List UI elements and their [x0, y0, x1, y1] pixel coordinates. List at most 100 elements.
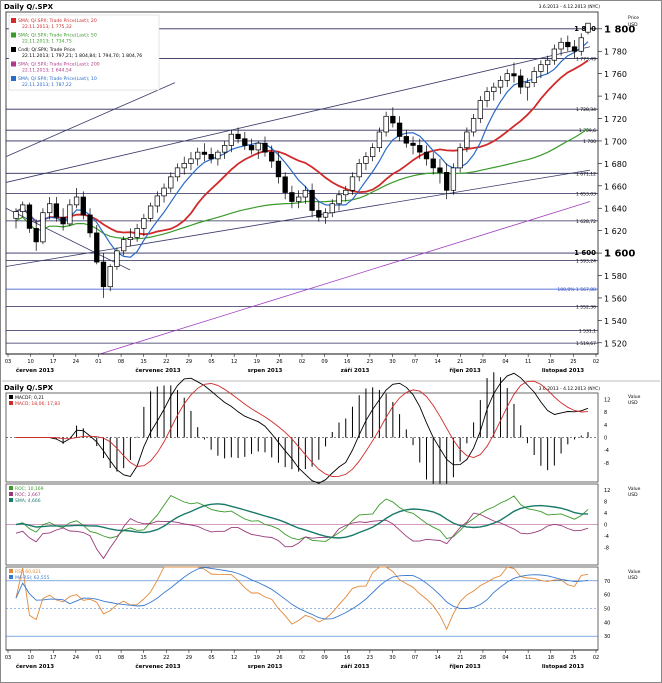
x-tick-label: 25 [570, 359, 576, 365]
x-tick-label: 05 [208, 359, 214, 365]
candle-body [201, 151, 208, 155]
level-label: 1 593,24 [576, 259, 596, 265]
x-tick-label-lower: 28 [480, 655, 486, 661]
candle-body [370, 147, 376, 157]
roc2-line [15, 512, 589, 560]
rsi-axis-label: 30 [604, 634, 610, 640]
price-tick-label: 1 600 [604, 249, 635, 260]
level-label: 1 653,03 [576, 192, 596, 198]
month-label-lower: srpen 2013 [248, 664, 283, 670]
candle-body [87, 214, 93, 234]
candle-body [470, 118, 477, 133]
usd-caption-roc: USD [628, 492, 638, 498]
candle-body [551, 48, 558, 61]
candle-body [33, 228, 39, 243]
x-tick-label: 07 [412, 359, 418, 365]
candle-body [282, 176, 288, 193]
x-tick-label-lower: 03 [5, 655, 11, 661]
level-label: 1 773,49 [576, 57, 596, 63]
x-tick-label-lower: 17 [50, 655, 56, 661]
x-tick-label: 11 [525, 359, 531, 365]
x-tick-label: 02 [299, 359, 305, 365]
candle-body [329, 203, 335, 214]
legend-value: 22.11.2013; 1 775,32 [22, 24, 72, 30]
candle-body [100, 261, 107, 288]
price-tick-label: 1 680 [604, 160, 627, 169]
x-tick-label-lower: 01 [95, 655, 101, 661]
candle-body [309, 189, 315, 211]
legend-label: Cndl; Q/.SPX; Trade Price [18, 47, 75, 53]
candle-body [457, 147, 463, 169]
value-caption-macd: Value [628, 394, 641, 400]
x-tick-label: 26 [276, 359, 282, 365]
level-label: 1 531,1 [579, 328, 596, 334]
x-tick-label-lower: 12 [231, 655, 237, 661]
roc-axis-label: 12 [604, 488, 610, 494]
x-tick-label-lower: 24 [73, 655, 79, 661]
lower-date-range: 3.6.2013 - 4.12.2013 (NYC) [539, 386, 601, 392]
x-tick-label: 04 [502, 359, 508, 365]
candle-body [20, 204, 26, 212]
candle-body [127, 237, 134, 240]
candle-body [174, 167, 181, 178]
x-tick-label-lower: 16 [344, 655, 350, 661]
candle-body [215, 151, 221, 160]
rsi-legend-label: MA-RSI; 62,555 [15, 575, 50, 581]
month-label-lower: červen 2013 [16, 663, 54, 670]
x-tick-label-lower: 09 [321, 655, 327, 661]
trendline-upper [5, 82, 176, 158]
roc-axis-label: 8 [604, 499, 607, 505]
roc-legend-swatch [9, 498, 13, 502]
candle-body [423, 151, 430, 160]
x-tick-label-lower: 19 [254, 655, 260, 661]
month-label-lower: listopad 2013 [542, 664, 584, 670]
level-label: 1 700 [583, 139, 596, 145]
date-range: 3.6.2013 - 4.12.2013 (NYC) [539, 4, 601, 10]
candle-body [141, 217, 147, 229]
rsi-axis-label: 40 [604, 620, 610, 626]
price-tick-label: 1 560 [604, 294, 627, 303]
candle-body [565, 41, 571, 48]
x-tick-label-lower: 14 [435, 655, 441, 661]
level-label: 1 628,72 [576, 219, 596, 225]
legend-label: SMA; Q/.SPX; Trade Price(Last); 20 [18, 18, 97, 24]
candle-body [558, 41, 564, 50]
candle-body [40, 212, 46, 243]
candle-body [67, 204, 73, 225]
candle-body [343, 189, 349, 196]
x-tick-label-lower: 23 [367, 655, 373, 661]
candle-body [544, 59, 551, 66]
x-tick-label-lower: 18 [548, 655, 554, 661]
sma50-line [15, 127, 589, 240]
legend-label: SMA; Q/.SPX; Trade Price(Last); 200 [18, 62, 100, 68]
macd-legend-swatch [9, 401, 13, 405]
level-label: 1 519,67 [576, 341, 596, 347]
level-label: 1 600 [574, 249, 596, 257]
candle-body [450, 167, 457, 191]
rsi-axis-label: 70 [604, 579, 610, 585]
x-tick-label: 24 [73, 359, 79, 365]
legend-value: 22.11.2013; 1 787,22 [22, 82, 72, 88]
candle-body [275, 160, 282, 178]
macd-axis-label: 12 [604, 397, 610, 403]
candle-body [242, 138, 248, 146]
candle-body [168, 176, 174, 189]
candle-body [390, 115, 396, 124]
month-label: říjen 2013 [449, 367, 481, 374]
candle-body [262, 142, 268, 153]
roc-sma-line [15, 503, 588, 539]
level-label: 1 552,36 [576, 305, 596, 311]
x-tick-label: 23 [367, 359, 373, 365]
price-tick-label: 1 660 [604, 182, 627, 191]
price-tick-label: 1 640 [604, 205, 627, 214]
candle-body [154, 195, 160, 207]
candle-body [356, 163, 362, 178]
macd-axis-label: -8 [604, 461, 609, 467]
candle-body [73, 196, 80, 206]
legend-value: 22.11.2013; 1 797,21; 1 804,84; 1 794,70… [22, 53, 142, 59]
candle-body [403, 136, 409, 144]
candle-body [134, 228, 140, 238]
roc-line [15, 495, 589, 542]
